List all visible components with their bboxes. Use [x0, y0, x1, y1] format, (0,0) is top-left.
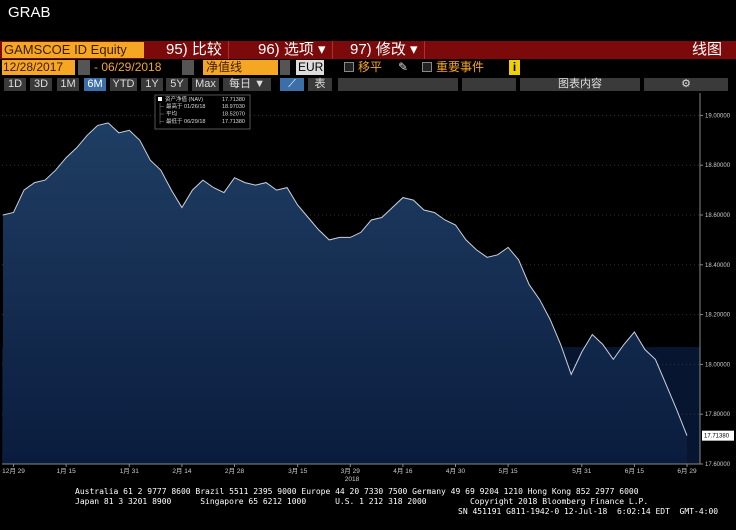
period-button[interactable]: YTD — [110, 78, 137, 91]
x-tick-label: 4月 30 — [446, 467, 466, 475]
legend-stat-label: 平均 — [166, 110, 178, 118]
x-tick-label: 1月 15 — [57, 467, 77, 475]
currency-select[interactable]: EUR — [296, 60, 324, 75]
x-tick-label: 6月 15 — [625, 467, 645, 475]
settings-button[interactable]: ⚙ — [644, 78, 728, 91]
area-fill — [3, 122, 687, 465]
spacer-bar — [462, 78, 516, 91]
x-tick-label: 3月 15 — [288, 467, 308, 475]
x-tick-label: 5月 15 — [499, 467, 519, 475]
period-button[interactable]: 5Y — [166, 78, 188, 91]
calendar-icon[interactable] — [78, 60, 90, 75]
frequency-select[interactable]: 每日 ▼ — [223, 78, 271, 91]
last-value-label: 17.71380 — [704, 434, 730, 440]
footer-line: Australia 61 2 9777 8600 Brazil 5511 239… — [75, 487, 639, 496]
checkbox[interactable] — [344, 62, 354, 72]
dropdown-arrow[interactable] — [280, 60, 290, 75]
info-icon[interactable]: i — [509, 60, 520, 75]
pencil-icon[interactable]: ✎ — [398, 60, 409, 74]
events-label: 重要事件 — [436, 60, 485, 74]
ticker-field[interactable]: GAMSCOE ID Equity — [2, 42, 144, 58]
legend-stat-label: 最低于 06/29/18 — [166, 117, 205, 125]
x-tick-label: 6月 29 — [677, 467, 697, 475]
period-button[interactable]: 1M — [57, 78, 79, 91]
menu-button[interactable]: 95) 比较 — [160, 41, 229, 59]
y-tick-label: 18.00000 — [705, 362, 731, 368]
smooth-label: 移平 — [358, 60, 383, 74]
legend-stat-label: 最高于 01/26/18 — [166, 102, 205, 110]
x-tick-label: 2月 14 — [172, 467, 192, 475]
end-date[interactable]: - 06/29/2018 — [94, 60, 162, 74]
x-year-label: 2018 — [345, 476, 360, 483]
legend-value: 17.71380 — [222, 97, 245, 103]
period-button[interactable]: 3D — [30, 78, 52, 91]
table-button[interactable]: 表 — [308, 78, 332, 91]
spacer-bar — [338, 78, 458, 91]
period-button[interactable]: 1Y — [141, 78, 163, 91]
y-tick-label: 19.00000 — [705, 113, 731, 119]
line — [2, 122, 688, 436]
legend-entry: 资产净值 (NAV) — [165, 95, 203, 103]
menu-button[interactable]: 96) 选项 ▾ — [252, 41, 333, 59]
x-tick-label: 5月 31 — [572, 467, 592, 475]
start-date[interactable]: 12/28/2017 — [2, 60, 75, 75]
chart-contents-button[interactable]: 图表内容 — [520, 78, 640, 91]
period-button[interactable]: 6M — [84, 78, 106, 91]
menu-button[interactable]: 97) 修改 ▾ — [344, 41, 425, 59]
x-tick-label: 1月 31 — [120, 467, 140, 475]
legend-stat-value: 18.97030 — [222, 104, 245, 110]
y-tick-label: 18.80000 — [705, 163, 731, 169]
footer-line: Japan 81 3 3201 8900 Singapore 65 6212 1… — [75, 497, 649, 506]
y-tick-label: 18.60000 — [705, 213, 731, 219]
y-tick-label: 17.80000 — [705, 412, 731, 418]
period-button[interactable]: Max — [192, 78, 219, 91]
x-tick-label: 12月 29 — [2, 467, 25, 475]
footer-line: SN 451191 G811-1942-0 12-Jul-18 6:02:14 … — [458, 507, 719, 516]
x-tick-label: 2月 28 — [225, 467, 245, 475]
view-title: 线图 — [691, 41, 722, 58]
calendar-icon[interactable] — [182, 60, 194, 75]
y-tick-label: 17.60000 — [705, 462, 731, 468]
events-toggle[interactable]: 重要事件 — [422, 60, 484, 75]
legend-stat-value: 18.52070 — [222, 112, 245, 118]
smooth-toggle[interactable]: 移平 — [344, 60, 382, 75]
x-tick-label: 4月 16 — [393, 467, 413, 475]
measure-select[interactable]: 净值线 — [203, 60, 278, 75]
last-value-box — [702, 430, 734, 441]
x-tick-label: 3月 29 — [341, 467, 361, 475]
legend-box — [154, 94, 251, 130]
y-tick-label: 18.40000 — [705, 263, 731, 269]
window-title: GRAB — [8, 4, 51, 21]
y-tick-label: 18.20000 — [705, 313, 731, 319]
line-chart-button[interactable]: ⟋ — [280, 78, 304, 91]
command-bar — [0, 41, 736, 59]
checkbox[interactable] — [422, 62, 432, 72]
legend-swatch — [158, 97, 162, 101]
legend-stat-value: 17.71380 — [222, 119, 245, 125]
period-button[interactable]: 1D — [4, 78, 26, 91]
